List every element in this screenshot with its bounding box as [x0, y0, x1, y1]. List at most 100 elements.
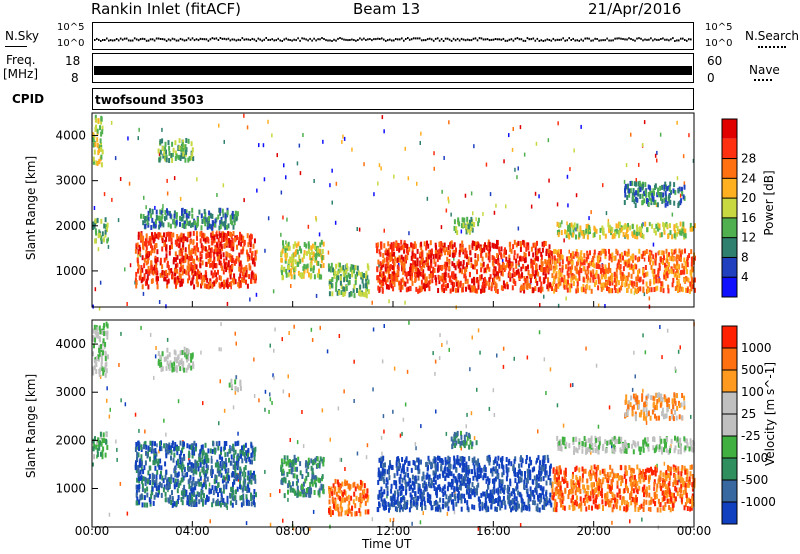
echo-cell [94, 436, 96, 442]
echo-cell [159, 354, 162, 360]
echo-cell [95, 369, 98, 374]
noise-pixel [556, 202, 559, 207]
echo-cell [283, 267, 286, 273]
echo-cell [231, 220, 234, 226]
echo-cell [606, 268, 609, 274]
echo-cell [210, 270, 213, 276]
echo-cell [211, 213, 214, 219]
echo-cell [143, 465, 146, 471]
echo-cell [235, 460, 238, 466]
noise-pixel [682, 154, 685, 159]
nsky-trace-point [317, 38, 319, 41]
echo-cell [215, 478, 218, 484]
echo-cell [573, 222, 576, 228]
echo-cell [150, 225, 153, 230]
echo-cell [179, 215, 181, 221]
echo-cell [475, 241, 477, 247]
echo-cell [593, 263, 596, 269]
echo-cell [177, 458, 179, 464]
echo-cell [556, 221, 559, 227]
echo-cell [239, 495, 242, 501]
echo-cell [484, 267, 487, 273]
echo-cell [198, 499, 201, 505]
echo-cell [362, 283, 365, 289]
echo-cell [438, 249, 440, 255]
echo-cell [544, 273, 547, 279]
echo-cell [146, 502, 149, 508]
echo-cell [175, 219, 178, 225]
echo-cell [354, 486, 357, 492]
echo-cell [357, 270, 360, 276]
echo-cell [252, 475, 255, 480]
noise-pixel [514, 167, 516, 172]
echo-cell [206, 465, 209, 471]
echo-cell [620, 227, 623, 233]
echo-cell [659, 232, 662, 238]
nsky-trace-point [642, 39, 644, 42]
echo-cell [291, 487, 294, 493]
echo-cell [666, 254, 669, 260]
echo-cell [155, 275, 158, 281]
echo-cell [560, 272, 563, 278]
nsky-trace-point [448, 38, 451, 41]
echo-cell [658, 223, 661, 229]
noise-pixel [489, 192, 492, 197]
echo-cell [250, 479, 253, 485]
echo-cell [212, 490, 215, 496]
echo-cell [560, 249, 562, 255]
nsky-trace-point [227, 37, 230, 40]
echo-cell [414, 243, 417, 249]
echo-cell [669, 199, 672, 205]
echo-cell [627, 223, 629, 228]
echo-cell [244, 455, 247, 461]
echo-cell [101, 231, 104, 237]
echo-cell [254, 478, 257, 484]
echo-cell [177, 495, 180, 500]
echo-cell [626, 288, 628, 293]
echo-cell [674, 248, 677, 254]
echo-cell [189, 239, 192, 245]
nsky-trace-point [145, 39, 148, 42]
echo-cell [222, 488, 225, 494]
echo-cell [188, 211, 191, 216]
noise-pixel [315, 293, 318, 298]
echo-cell [544, 268, 547, 274]
echo-cell [545, 248, 548, 254]
echo-cell [190, 365, 193, 371]
echo-cell [145, 444, 148, 450]
echo-cell [575, 234, 577, 240]
noise-pixel [475, 217, 477, 222]
echo-cell [214, 222, 216, 228]
echo-cell [316, 247, 319, 253]
noise-pixel [262, 143, 265, 148]
nave-axis-bottom: 0 [707, 71, 715, 85]
echo-cell [200, 274, 203, 280]
echo-cell [182, 491, 185, 497]
echo-cell [193, 284, 196, 290]
noise-pixel [280, 232, 282, 237]
echo-cell [157, 458, 160, 464]
echo-cell [560, 230, 563, 236]
echo-cell [309, 255, 312, 261]
echo-cell [158, 489, 160, 495]
nsky-trace-point [109, 39, 112, 42]
echo-cell [99, 329, 102, 335]
noise-pixel [656, 463, 658, 468]
noise-pixel [128, 181, 131, 186]
echo-cell [398, 281, 401, 287]
echo-cell [634, 287, 637, 293]
noise-pixel [399, 433, 402, 438]
noise-pixel [245, 521, 248, 526]
echo-cell [175, 446, 178, 452]
echo-cell [558, 222, 561, 228]
echo-cell [211, 283, 214, 289]
echo-cell [249, 470, 252, 476]
echo-cell [199, 231, 202, 237]
echo-cell [442, 247, 445, 253]
echo-cell [187, 231, 190, 237]
echo-cell [318, 273, 321, 279]
nsky-trace-point [345, 38, 347, 41]
echo-cell [608, 253, 611, 259]
echo-cell [141, 486, 144, 492]
echo-cell [180, 281, 183, 287]
